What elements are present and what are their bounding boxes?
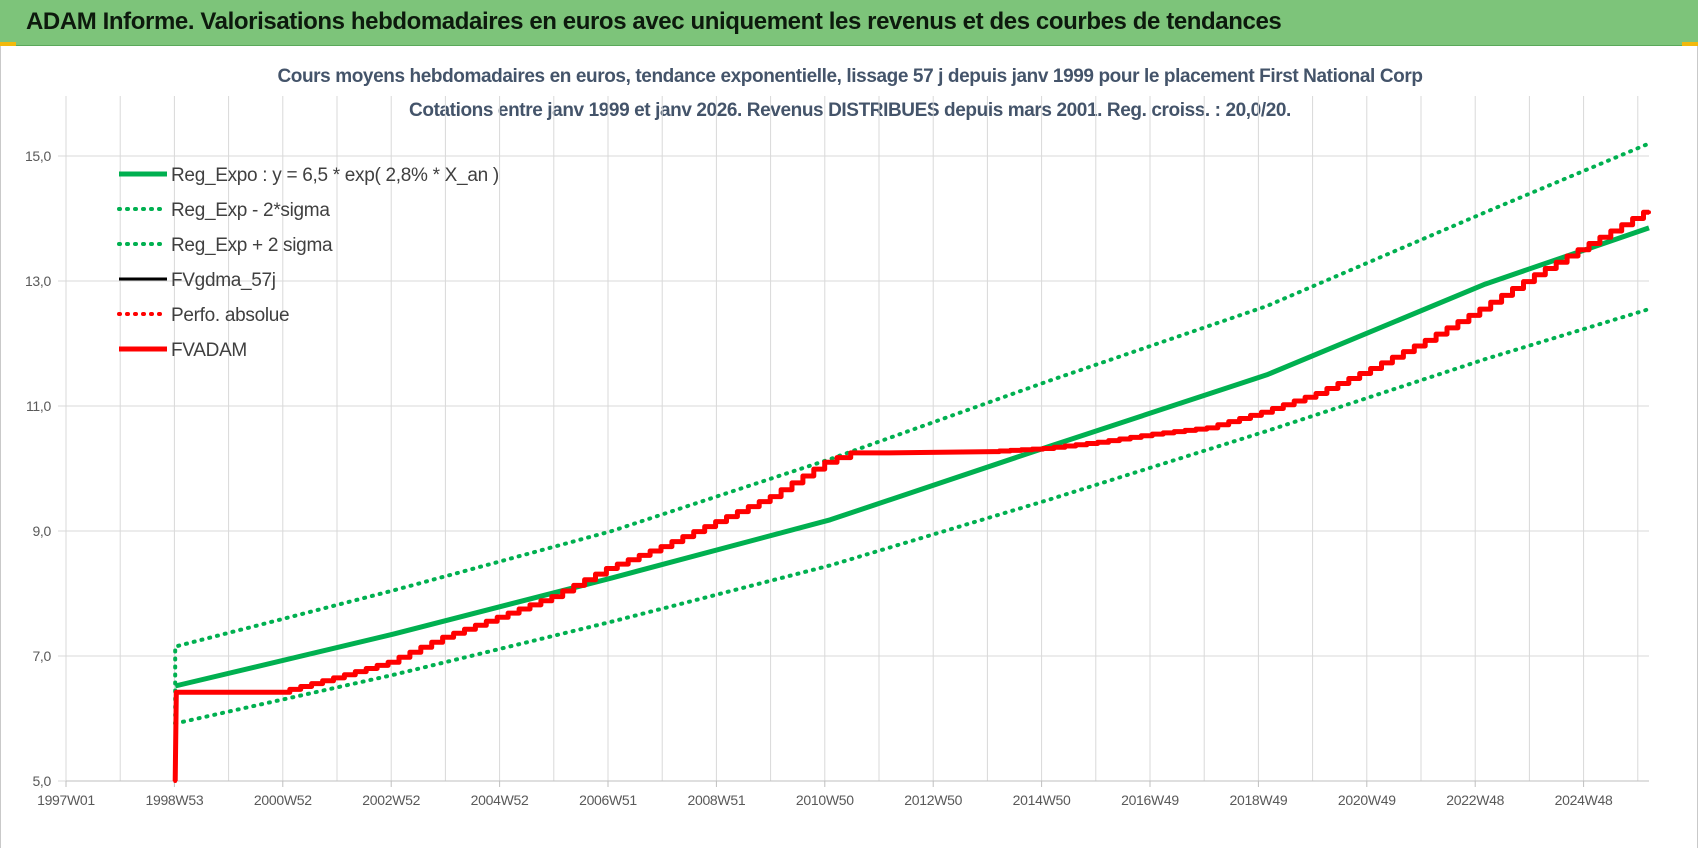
report-header: ADAM Informe. Valorisations hebdomadaire…	[0, 0, 1698, 46]
legend-label: Perfo. absolue	[171, 305, 289, 326]
chart-svg: Cours moyens hebdomadaires en euros, ten…	[25, 66, 1651, 808]
chart-subtitle: Cotations entre janv 1999 et janv 2026. …	[409, 100, 1291, 121]
chart-title: Cours moyens hebdomadaires en euros, ten…	[277, 66, 1422, 87]
x-tick-label: 2018W49	[1229, 792, 1287, 808]
x-tick-label: 2000W52	[254, 792, 312, 808]
legend-label: Reg_Exp + 2 sigma	[171, 235, 333, 256]
series-line-fvadam	[172, 209, 1649, 782]
legend-label: Reg_Exp - 2*sigma	[171, 200, 330, 221]
grid-lines	[58, 96, 1649, 782]
x-tick-label: 2002W52	[362, 792, 420, 808]
series-line-reg-exp-2-sigma	[173, 141, 1651, 726]
series-line-perfo-absolue	[173, 210, 1651, 783]
corner-marker-right	[1682, 42, 1698, 46]
y-tick-label: 13,0	[25, 273, 52, 289]
legend-label: FVgdma_57j	[171, 270, 276, 291]
legend-label: FVADAM	[171, 340, 247, 361]
y-tick-label: 7,0	[32, 648, 51, 664]
x-tick-label: 2008W51	[687, 792, 745, 808]
series-lines	[172, 141, 1651, 783]
report-title: ADAM Informe. Valorisations hebdomadaire…	[26, 8, 1282, 35]
x-tick-label: 2024W48	[1555, 792, 1613, 808]
series-line-reg-expo-y-6-5-exp-2-8-x-an	[174, 225, 1650, 689]
x-tick-label: 2012W50	[904, 792, 962, 808]
y-tick-label: 9,0	[32, 523, 51, 539]
corner-marker-left	[0, 42, 16, 46]
x-tick-label: 2004W52	[471, 792, 529, 808]
x-tick-label: 2022W48	[1446, 792, 1504, 808]
legend: Reg_Expo : y = 6,5 * exp( 2,8% * X_an ) R…	[117, 165, 499, 361]
y-tick-label: 11,0	[26, 398, 52, 414]
x-tick-label: 1997W01	[37, 792, 95, 808]
y-tick-label: 15,0	[25, 148, 52, 164]
series-line-reg-exp-2-sigma	[173, 307, 1651, 726]
x-tick-label: 2016W49	[1121, 792, 1179, 808]
y-tick-label: 5,0	[32, 773, 51, 789]
series-line-fvgdma-57j	[173, 210, 1649, 782]
axes: 5,0 7,0 9,0 11,0 13,0 15,0 1997W01 1998W53 2000W…	[25, 148, 1649, 808]
x-tick-label: 2006W51	[579, 792, 637, 808]
x-tick-label: 2014W50	[1013, 792, 1071, 808]
x-tick-label: 2010W50	[796, 792, 854, 808]
chart-area: Cours moyens hebdomadaires en euros, ten…	[0, 46, 1698, 848]
legend-label: Reg_Expo : y = 6,5 * exp( 2,8% * X_an )	[171, 165, 499, 186]
x-tick-label: 2020W49	[1338, 792, 1396, 808]
x-tick-label: 1998W53	[145, 792, 203, 808]
